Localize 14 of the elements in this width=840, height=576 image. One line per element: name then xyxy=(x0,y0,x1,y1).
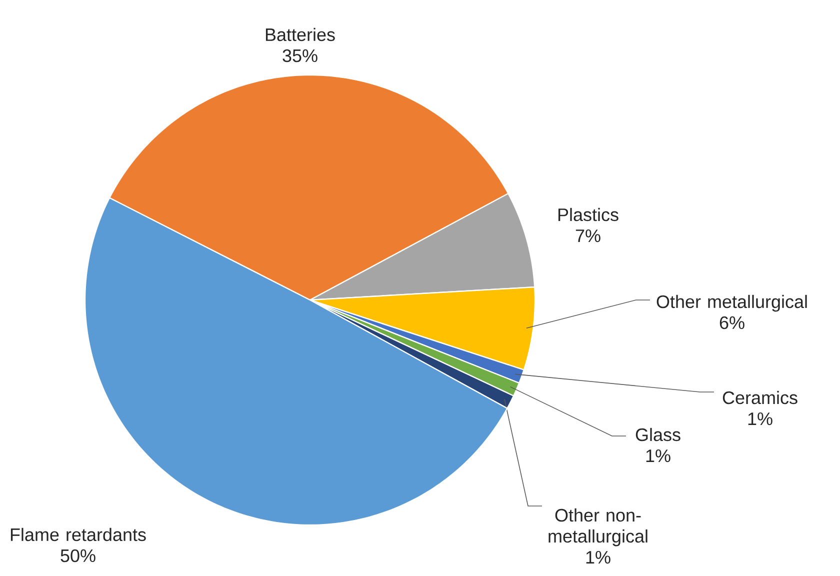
slice-label: Other metallurgical xyxy=(656,294,807,312)
slice-label: Other non-metallurgical xyxy=(548,508,648,546)
slice-label: Plastics xyxy=(558,208,618,222)
data-label: 1% xyxy=(748,412,772,426)
slice-label: Ceramics xyxy=(722,390,798,404)
slice-label: Glass xyxy=(636,428,680,442)
data-label: 6% xyxy=(720,316,744,330)
data-label: 1% xyxy=(646,449,670,462)
slice-label: Flame retardants xyxy=(10,528,146,542)
slice-label: Batteries xyxy=(266,28,335,42)
data-label: 7% xyxy=(576,229,600,242)
data-label: 35% xyxy=(282,49,318,62)
data-label: 1% xyxy=(586,550,610,564)
data-label: 50% xyxy=(60,549,96,562)
